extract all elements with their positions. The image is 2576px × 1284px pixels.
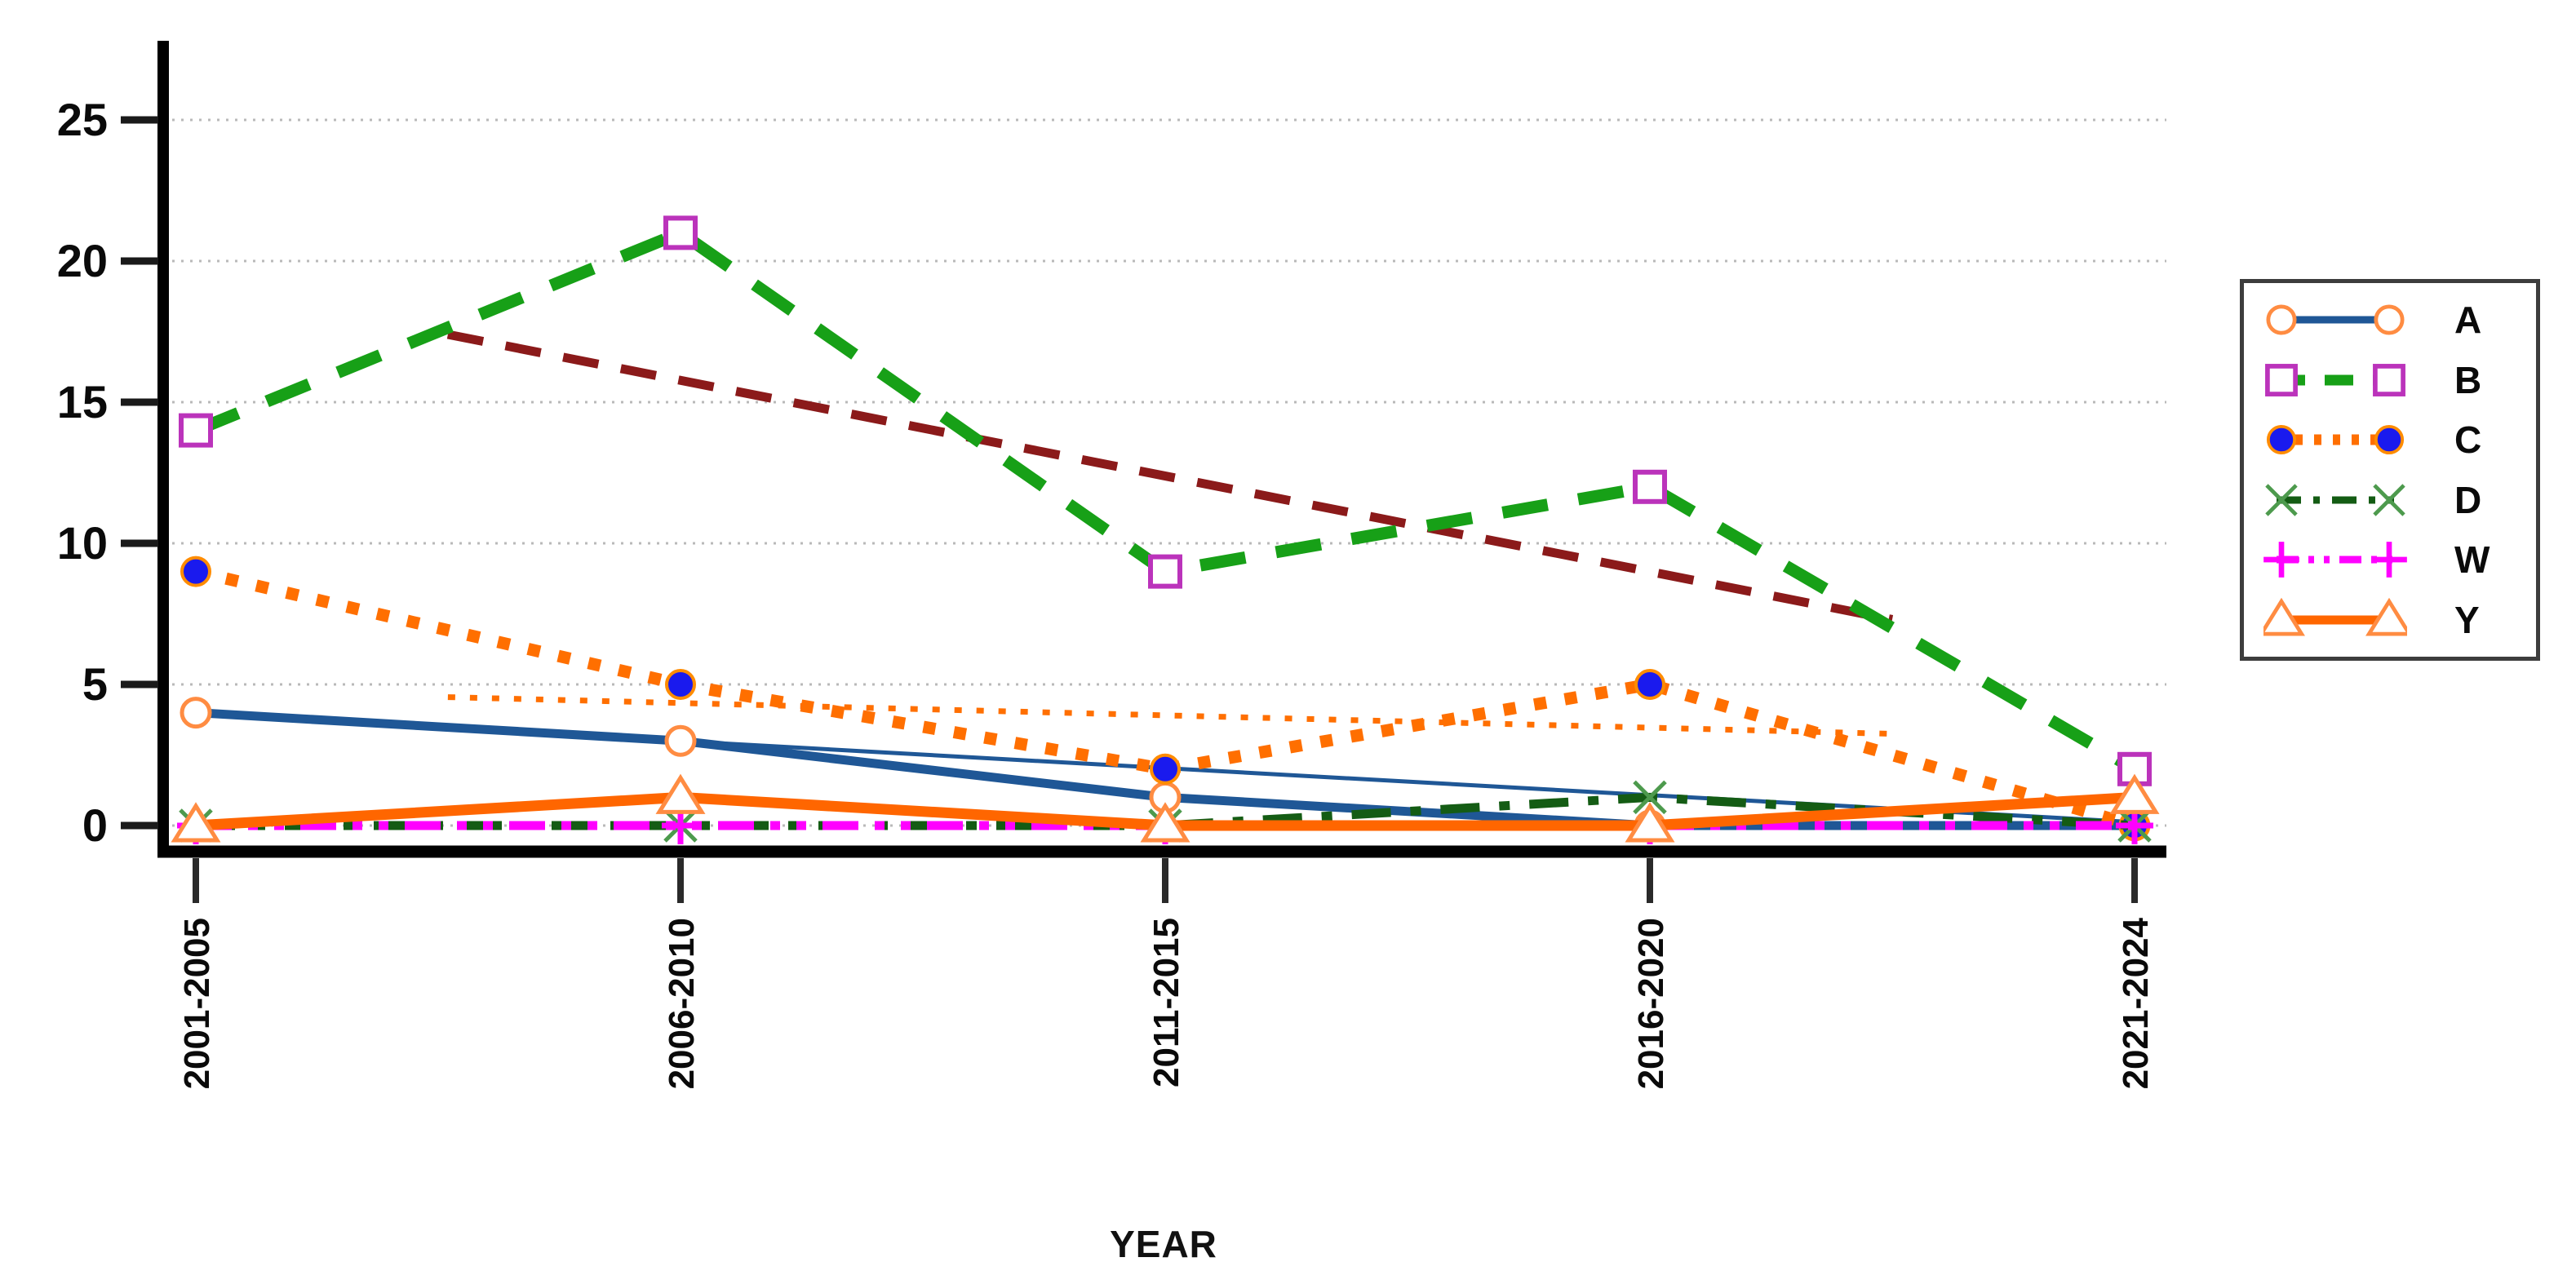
plus-marker (2371, 542, 2407, 578)
square-open-marker (2373, 363, 2405, 396)
x-tick-label: 2001-2005 (177, 918, 217, 1089)
series-B (179, 215, 2152, 786)
circle-filled-marker (2266, 425, 2297, 455)
legend-label-C: C (2454, 418, 2482, 462)
x-tick-label: 2021-2024 (2116, 917, 2156, 1089)
legend-swatch-W (2263, 542, 2407, 578)
square-open-marker (179, 413, 213, 448)
legend-item-W: W (2244, 530, 2536, 589)
x-marker (2265, 483, 2298, 516)
triangle-open-marker (1140, 802, 1190, 843)
legend-label-B: B (2454, 358, 2482, 401)
triangle-open-marker (2109, 773, 2160, 814)
y-tick-label: 0 (82, 799, 108, 851)
trend-thin-orange-dotted (447, 694, 1893, 737)
circle-filled-marker (1634, 669, 1665, 700)
axes (157, 41, 2166, 858)
legend-item-C: C (2244, 410, 2536, 469)
x-tick-label: 2016-2020 (1631, 918, 1671, 1089)
legend-label-Y: Y (2454, 598, 2480, 641)
triangle-open-marker (2365, 597, 2407, 636)
circle-filled-marker (665, 669, 696, 700)
plus-marker (2263, 542, 2299, 578)
trend-dark-red-dashed (446, 330, 1894, 624)
y-tick-label: 5 (82, 658, 108, 710)
triangle-open-marker (171, 802, 221, 843)
circle-filled-marker (1150, 753, 1181, 785)
legend-item-D: D (2244, 471, 2536, 529)
square-open-marker (1148, 554, 1182, 589)
x-marker (1633, 780, 1667, 815)
x-axis: 2001-2005 2006-2010 2011-2015 2016-2020 2021… (177, 858, 2156, 1089)
legend-swatch-Y (2263, 597, 2407, 636)
square-open-marker (1633, 469, 1667, 504)
legend-swatch-C (2266, 425, 2405, 455)
legend-swatch-D (2265, 483, 2405, 516)
y-axis: 0 5 10 15 20 25 (57, 94, 158, 851)
legend-label-W: W (2454, 538, 2490, 582)
circle-open-marker (180, 697, 212, 729)
legend-item-B: B (2244, 351, 2536, 410)
legend-label-D: D (2454, 478, 2482, 521)
y-tick-label: 10 (57, 517, 108, 569)
legend-swatch-A (2266, 304, 2405, 335)
x-marker (2373, 483, 2405, 516)
series-Y (171, 773, 2160, 843)
legend-label-A: A (2454, 299, 2482, 342)
y-tick-label: 15 (57, 376, 108, 427)
triangle-open-marker (1625, 802, 1675, 843)
legend-swatch-B (2265, 363, 2405, 396)
triangle-open-marker (2263, 597, 2305, 636)
circle-filled-marker (2374, 425, 2405, 455)
x-tick-label: 2011-2015 (1146, 918, 1186, 1087)
y-tick-label: 25 (57, 94, 108, 145)
circle-filled-marker (180, 556, 211, 587)
circle-open-marker (2266, 304, 2297, 335)
legend-item-Y: Y (2244, 591, 2536, 649)
y-tick-label: 20 (57, 235, 108, 286)
legend-item-A: A (2244, 290, 2536, 349)
x-tick-label: 2006-2010 (662, 918, 702, 1089)
x-axis-title: YEAR (1110, 1223, 1217, 1265)
square-open-marker (663, 215, 698, 250)
square-open-marker (2265, 363, 2298, 396)
triangle-open-marker (655, 773, 706, 814)
circle-open-marker (2374, 304, 2405, 335)
circle-open-marker (664, 724, 697, 757)
